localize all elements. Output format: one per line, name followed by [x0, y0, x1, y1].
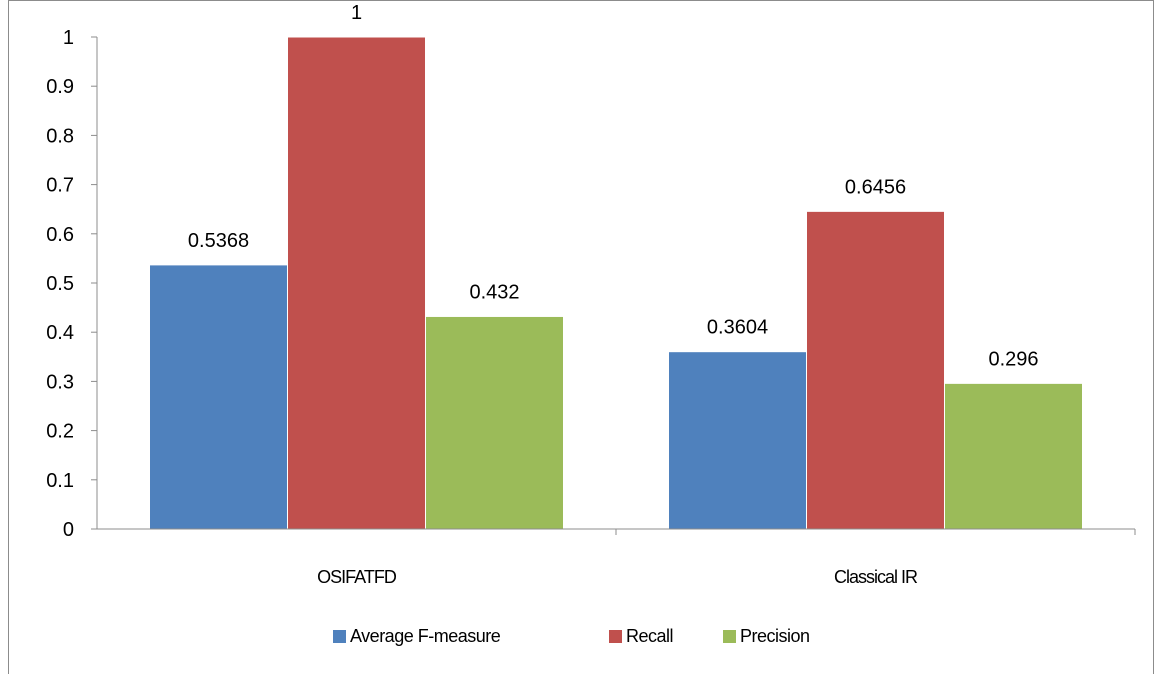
- y-tick-label: 0.9: [46, 76, 74, 98]
- data-label: 0.3604: [707, 317, 768, 339]
- y-tick-label: 0.8: [46, 125, 74, 147]
- legend-label: Recall: [626, 626, 673, 646]
- category-labels-group: OSIFATFD Classical IR: [317, 567, 919, 587]
- y-tick-label: 0.3: [46, 371, 74, 393]
- data-label: 0.296: [988, 348, 1038, 370]
- legend: Average F-measure Recall Precision: [333, 626, 810, 646]
- legend-swatch-precision: [723, 630, 736, 643]
- y-axis-ticks: 0 0.1 0.2 0.3 0.4 0.5 0.6 0.7 0.8 0.9 1: [46, 27, 97, 541]
- data-label: 1: [351, 2, 362, 24]
- bars-group: [149, 36, 1083, 530]
- data-labels-group: 0.5368 1 0.432 0.3604 0.6456 0.296: [188, 2, 1039, 370]
- y-tick-label: 0.4: [46, 322, 74, 344]
- bar-recall: [287, 36, 426, 530]
- y-tick-label: 0.2: [46, 421, 74, 443]
- bar-precision: [944, 382, 1083, 530]
- data-label: 0.5368: [188, 230, 249, 252]
- legend-label: Average F-measure: [350, 626, 501, 646]
- legend-label: Precision: [740, 626, 810, 646]
- bar-average-f-measure: [149, 264, 288, 530]
- bar-precision: [425, 315, 564, 530]
- y-tick-label: 1: [63, 27, 74, 49]
- bar-recall: [806, 210, 945, 530]
- data-label: 0.432: [469, 281, 519, 303]
- legend-swatch-recall: [609, 630, 622, 643]
- data-label: 0.6456: [845, 176, 906, 198]
- x-category-label: OSIFATFD: [317, 567, 397, 587]
- y-tick-label: 0.5: [46, 273, 74, 295]
- bar-average-f-measure: [668, 351, 807, 530]
- axes-group: [96, 37, 1136, 535]
- y-tick-label: 0.6: [46, 224, 74, 246]
- y-tick-label: 0: [63, 519, 74, 541]
- y-tick-label: 0.1: [46, 470, 74, 492]
- x-category-label: Classical IR: [834, 567, 918, 587]
- legend-swatch-average-f-measure: [333, 630, 346, 643]
- y-tick-label: 0.7: [46, 175, 74, 197]
